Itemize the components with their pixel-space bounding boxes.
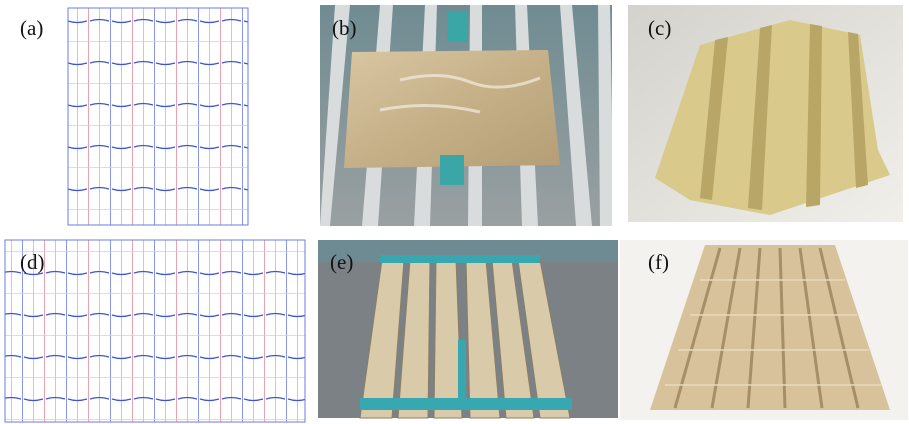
panel-a: (a) <box>20 8 248 225</box>
crease-pattern <box>5 240 305 422</box>
panel-label: (c) <box>648 16 671 40</box>
figure: (a) (b) (c) (d) <box>0 0 909 424</box>
tape <box>447 12 467 42</box>
panel-label: (b) <box>332 16 357 40</box>
panel-b: (b) <box>320 5 612 226</box>
panel-f: (f) <box>620 240 908 420</box>
panel-label: (d) <box>20 250 45 274</box>
panel-c: (c) <box>628 5 903 222</box>
sheet <box>344 50 560 168</box>
tape <box>440 155 464 185</box>
panel-label: (a) <box>20 16 43 40</box>
panel-e: (e) <box>318 240 618 418</box>
panel-label: (e) <box>330 250 353 274</box>
panel-label: (f) <box>648 250 669 274</box>
crease-pattern <box>68 8 248 225</box>
panel-d: (d) <box>5 240 305 422</box>
